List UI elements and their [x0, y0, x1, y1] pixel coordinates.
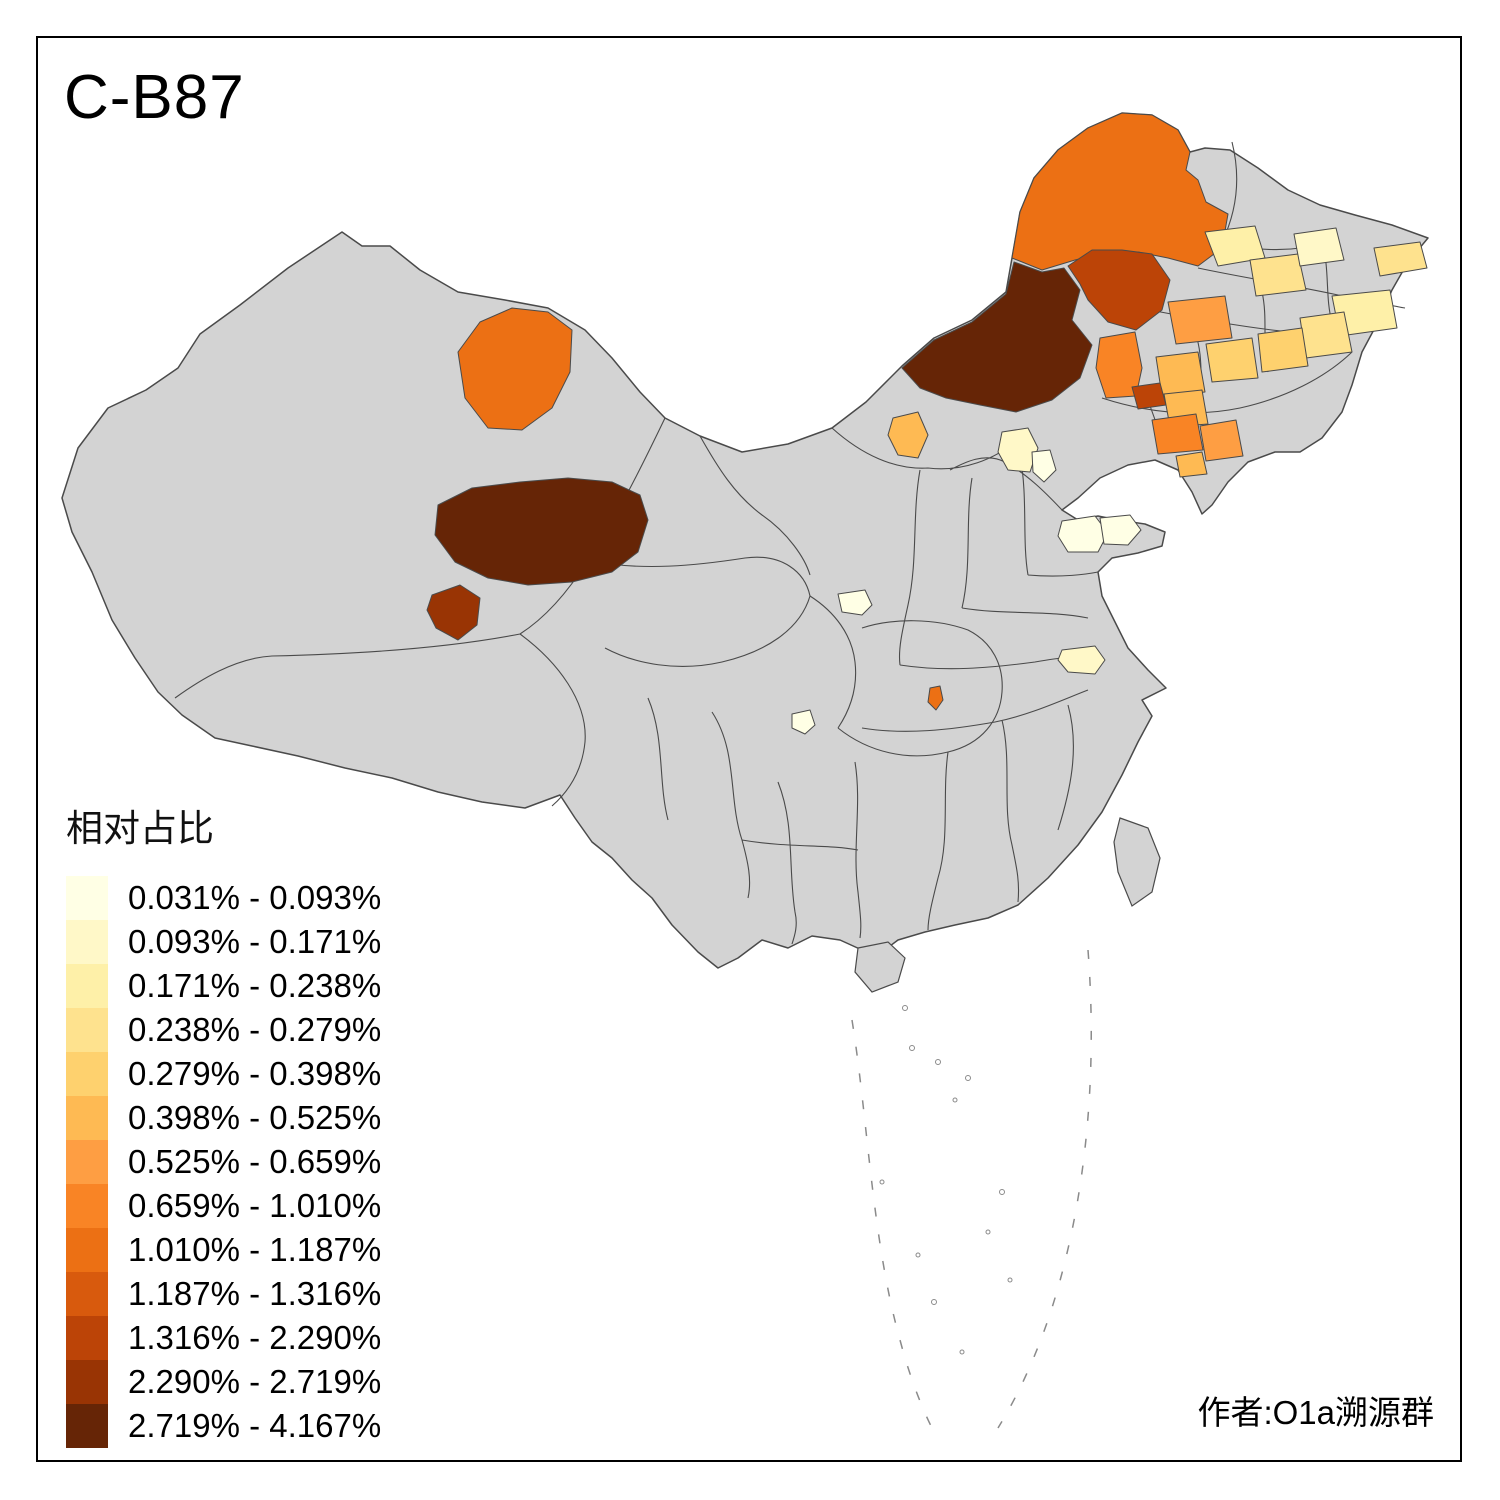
- legend-title: 相对占比: [66, 808, 214, 849]
- legend-swatch: [66, 964, 108, 1008]
- legend-item: 1.187% - 1.316%: [66, 1272, 381, 1316]
- region-hubei-west-small: [791, 709, 816, 735]
- region-chongqing-small: [927, 685, 944, 711]
- region-jilin-east-1: [1257, 327, 1309, 373]
- legend-swatch: [66, 1052, 108, 1096]
- region-inner-mongolia-central: [901, 261, 1093, 413]
- legend-item: 0.398% - 0.525%: [66, 1096, 381, 1140]
- region-heilongjiang-east-5: [1299, 311, 1353, 359]
- south-china-sea-dashes: [851, 949, 1092, 1429]
- legend-label: 0.659% - 1.010%: [128, 1187, 382, 1224]
- attribution: 作者:O1a溯源群: [1197, 1394, 1434, 1431]
- legend-item: 0.525% - 0.659%: [66, 1140, 381, 1184]
- legend-label: 1.316% - 2.290%: [128, 1319, 382, 1356]
- region-north-xinjiang-altay: [457, 307, 573, 431]
- legend-item: 0.031% - 0.093%: [66, 876, 381, 920]
- legend-label: 0.093% - 0.171%: [128, 923, 382, 960]
- legend-item: 0.238% - 0.279%: [66, 1008, 381, 1052]
- region-liaoning-2: [1199, 419, 1244, 462]
- region-heilongjiang-northeast-tip: [1373, 241, 1428, 277]
- legend-swatch: [66, 876, 108, 920]
- region-beijing-north: [997, 427, 1039, 473]
- page-title: C-B87: [64, 63, 245, 132]
- region-jilin-central-1: [1155, 351, 1206, 397]
- taiwan-island: [1113, 817, 1161, 907]
- region-changchun-dark-red: [1131, 382, 1167, 410]
- legend-item: 0.659% - 1.010%: [66, 1184, 381, 1228]
- choropleth-regions: [426, 112, 1428, 735]
- region-hebei-north-orange: [887, 411, 929, 459]
- region-qinghai-south: [426, 584, 481, 641]
- region-suihua-orange: [1167, 295, 1233, 345]
- region-hulunbuir-north-heilongjiang: [1011, 112, 1229, 271]
- region-liaoning-3: [1175, 451, 1208, 478]
- legend-swatch: [66, 1316, 108, 1360]
- legend-item: 0.171% - 0.238%: [66, 964, 381, 1008]
- legend-label: 0.525% - 0.659%: [128, 1143, 382, 1180]
- legend-swatch: [66, 1140, 108, 1184]
- hainan-island: [854, 941, 906, 993]
- legend-item: 1.316% - 2.290%: [66, 1316, 381, 1360]
- legend-item: 0.279% - 0.398%: [66, 1052, 381, 1096]
- legend-swatch: [66, 1184, 108, 1228]
- region-jilin-east-2: [1205, 337, 1259, 383]
- legend-label: 2.719% - 4.167%: [128, 1407, 382, 1444]
- legend-item: 2.290% - 2.719%: [66, 1360, 381, 1404]
- legend-swatch: [66, 1008, 108, 1052]
- region-shandong-west: [1057, 515, 1109, 553]
- legend-item: 1.010% - 1.187%: [66, 1228, 381, 1272]
- legend-label: 1.010% - 1.187%: [128, 1231, 382, 1268]
- legend-swatch: [66, 920, 108, 964]
- legend-label: 0.171% - 0.238%: [128, 967, 382, 1004]
- south-china-sea-islets: [879, 1005, 1013, 1355]
- region-shandong-peninsula: [1099, 514, 1142, 546]
- legend-swatch: [66, 1272, 108, 1316]
- legend-label: 2.290% - 2.719%: [128, 1363, 382, 1400]
- legend-swatch: [66, 1228, 108, 1272]
- region-beijing-south: [1031, 449, 1057, 483]
- legend-label: 0.398% - 0.525%: [128, 1099, 382, 1136]
- china-mainland: [61, 112, 1429, 969]
- legend: 相对占比 0.031% - 0.093% 0.093% - 0.171% 0.1…: [66, 798, 381, 1448]
- region-heihe-dark-red: [1067, 249, 1171, 331]
- region-heilongjiang-east-3: [1293, 227, 1345, 267]
- legend-label: 1.187% - 1.316%: [128, 1275, 382, 1312]
- region-qinghai-haixi: [434, 477, 649, 586]
- region-liaoning-1: [1151, 413, 1204, 455]
- region-anhui-north: [1057, 645, 1106, 675]
- region-shaanxi-central: [837, 589, 873, 616]
- legend-item: 2.719% - 4.167%: [66, 1404, 381, 1448]
- legend-label: 0.031% - 0.093%: [128, 879, 382, 916]
- region-heilongjiang-east-2: [1249, 253, 1307, 297]
- legend-swatch: [66, 1096, 108, 1140]
- legend-item: 0.093% - 0.171%: [66, 920, 381, 964]
- legend-label: 0.238% - 0.279%: [128, 1011, 382, 1048]
- province-boundaries: [174, 141, 1406, 945]
- legend-label: 0.279% - 0.398%: [128, 1055, 382, 1092]
- legend-swatch: [66, 1360, 108, 1404]
- legend-swatch: [66, 1404, 108, 1448]
